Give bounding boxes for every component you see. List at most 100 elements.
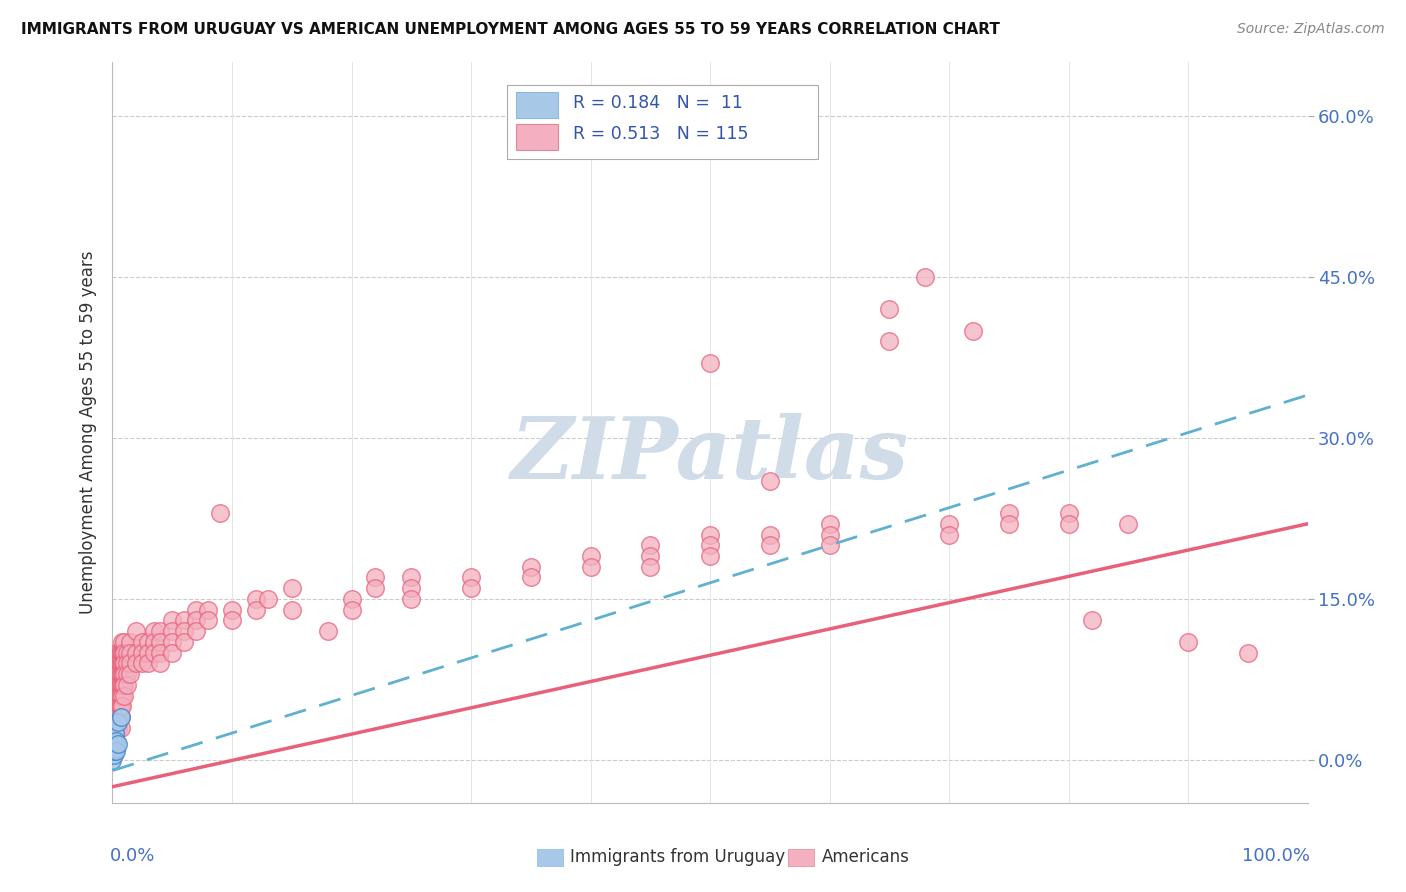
Point — [699, 549, 721, 563]
Point — [364, 570, 387, 584]
Point — [104, 710, 127, 724]
Point — [1237, 646, 1260, 660]
Point — [938, 527, 960, 541]
Point — [143, 646, 166, 660]
Point — [111, 635, 134, 649]
Point — [520, 570, 543, 584]
Point — [138, 635, 160, 649]
Point — [108, 699, 131, 714]
Point — [111, 678, 134, 692]
Point — [162, 624, 183, 639]
Point — [186, 614, 208, 628]
Point — [104, 721, 127, 735]
Point — [111, 699, 134, 714]
Point — [103, 747, 125, 762]
Point — [103, 744, 125, 758]
Point — [209, 506, 232, 520]
Point — [103, 737, 125, 751]
Point — [105, 667, 128, 681]
Point — [114, 657, 135, 671]
Point — [104, 699, 127, 714]
Point — [579, 549, 602, 563]
Point — [101, 753, 124, 767]
Point — [110, 689, 132, 703]
Point — [120, 667, 142, 681]
Point — [131, 646, 153, 660]
FancyBboxPatch shape — [516, 92, 558, 118]
Point — [103, 699, 125, 714]
Point — [131, 657, 153, 671]
Text: IMMIGRANTS FROM URUGUAY VS AMERICAN UNEMPLOYMENT AMONG AGES 55 TO 59 YEARS CORRE: IMMIGRANTS FROM URUGUAY VS AMERICAN UNEM… — [21, 22, 1000, 37]
Point — [998, 506, 1021, 520]
Point — [107, 667, 129, 681]
Point — [111, 657, 134, 671]
Point — [105, 667, 128, 681]
Point — [162, 646, 183, 660]
Point — [104, 742, 127, 756]
Point — [125, 624, 148, 639]
Point — [197, 614, 219, 628]
Point — [103, 721, 125, 735]
Point — [110, 710, 132, 724]
Point — [105, 678, 128, 692]
Point — [221, 602, 243, 616]
Point — [149, 657, 172, 671]
Point — [938, 516, 960, 531]
Point — [107, 657, 129, 671]
Point — [115, 646, 138, 660]
Point — [998, 516, 1021, 531]
Point — [162, 635, 183, 649]
Point — [105, 689, 128, 703]
Point — [103, 731, 125, 746]
Point — [962, 324, 984, 338]
Point — [110, 678, 132, 692]
Point — [138, 657, 160, 671]
Point — [107, 678, 129, 692]
Text: 100.0%: 100.0% — [1241, 847, 1310, 865]
Point — [401, 570, 423, 584]
Point — [162, 614, 183, 628]
Point — [281, 581, 304, 595]
Point — [221, 614, 243, 628]
Point — [640, 559, 662, 574]
Point — [520, 559, 543, 574]
Point — [110, 710, 132, 724]
Y-axis label: Unemployment Among Ages 55 to 59 years: Unemployment Among Ages 55 to 59 years — [79, 251, 97, 615]
Point — [640, 549, 662, 563]
Point — [105, 689, 128, 703]
Point — [110, 667, 132, 681]
Point — [879, 302, 901, 317]
Point — [105, 646, 128, 660]
FancyBboxPatch shape — [508, 85, 818, 159]
FancyBboxPatch shape — [516, 124, 558, 150]
Point — [125, 646, 148, 660]
Point — [115, 667, 138, 681]
Point — [110, 721, 132, 735]
Point — [131, 635, 153, 649]
Point — [149, 635, 172, 649]
Point — [149, 646, 172, 660]
Point — [101, 657, 124, 671]
Point — [114, 646, 135, 660]
Point — [107, 737, 129, 751]
Point — [460, 570, 482, 584]
Point — [173, 635, 195, 649]
Point — [107, 715, 129, 730]
Point — [111, 646, 134, 660]
Point — [107, 710, 129, 724]
Point — [197, 602, 219, 616]
Point — [759, 538, 782, 552]
Point — [104, 726, 127, 740]
Point — [105, 657, 128, 671]
Point — [110, 657, 132, 671]
Point — [114, 635, 135, 649]
Point — [699, 538, 721, 552]
Point — [103, 689, 125, 703]
Point — [125, 657, 148, 671]
Point — [914, 270, 936, 285]
Point — [401, 581, 423, 595]
Point — [111, 667, 134, 681]
Point — [114, 667, 135, 681]
Point — [759, 527, 782, 541]
Point — [257, 591, 280, 606]
